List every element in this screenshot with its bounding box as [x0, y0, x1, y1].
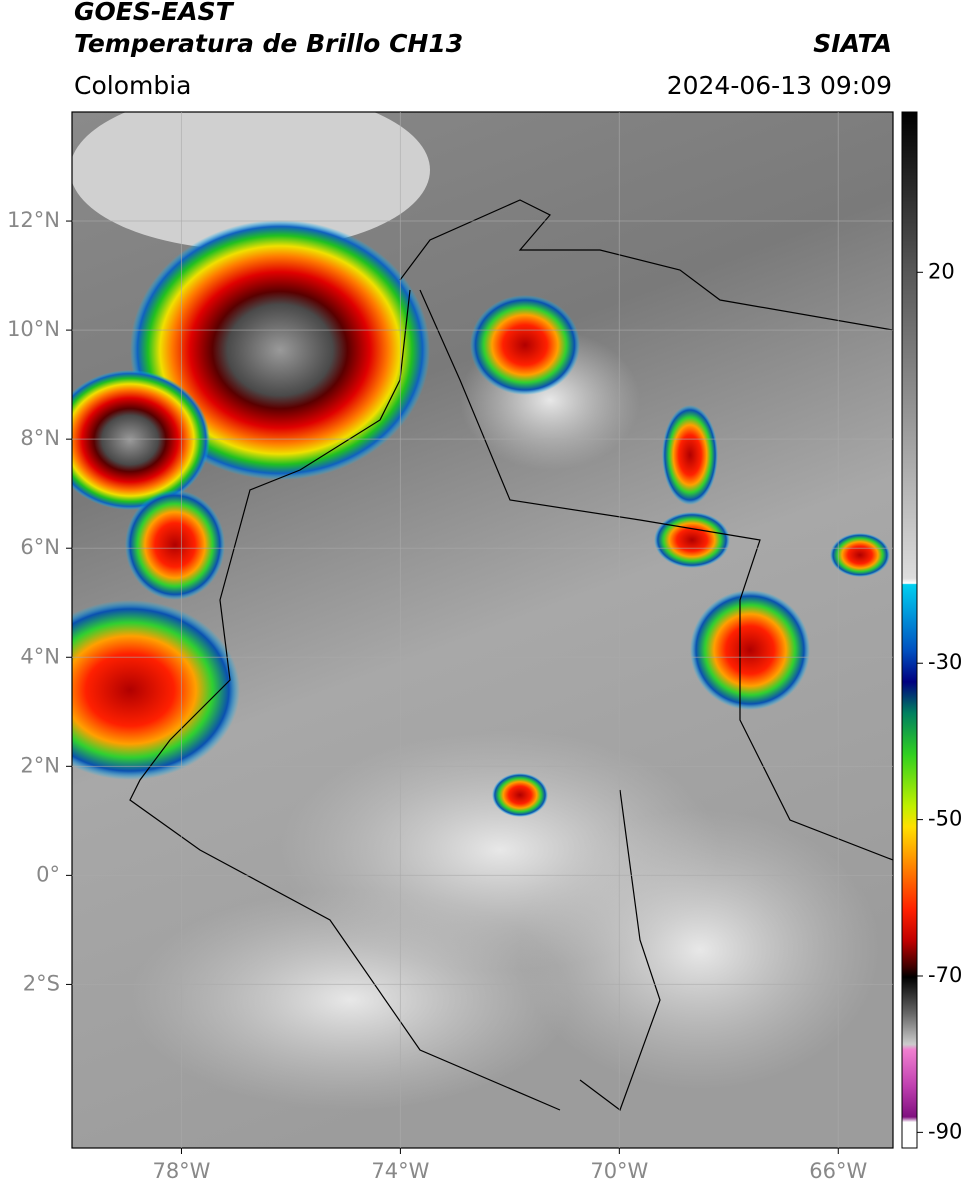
- y-tick-label: 10°N: [7, 317, 60, 341]
- colorbar-tick-label: 20: [928, 259, 955, 283]
- colorbar-tick-label: -70: [928, 963, 962, 987]
- satellite-image: [72, 112, 893, 1148]
- y-tick-label: 0°: [36, 862, 60, 886]
- colorbar: [901, 111, 918, 1149]
- grid: [72, 112, 893, 1148]
- y-tick-label: 8°N: [20, 426, 60, 450]
- title: GOES-EAST: [74, 0, 235, 26]
- x-tick-label: 74°W: [371, 1159, 429, 1183]
- subtitle: Temperatura de Brillo CH13: [74, 29, 463, 58]
- colorbar-tick-label: -50: [928, 807, 962, 831]
- colorbar-tick-label: -30: [928, 650, 962, 674]
- x-tick-label: 66°W: [809, 1159, 867, 1183]
- x-tick-label: 70°W: [590, 1159, 648, 1183]
- map-frame: [71, 111, 894, 1149]
- timestamp: 2024-06-13 09:09: [667, 71, 892, 100]
- colorbar-tick-label: -90: [928, 1119, 962, 1143]
- region: Colombia: [74, 71, 191, 100]
- x-tick-label: 78°W: [152, 1159, 210, 1183]
- y-tick-label: 4°N: [20, 644, 60, 668]
- source: SIATA: [813, 29, 892, 58]
- y-tick-label: 2°N: [20, 753, 60, 777]
- y-tick-label: 2°S: [23, 971, 60, 995]
- y-tick-label: 12°N: [7, 208, 60, 232]
- y-tick-label: 6°N: [20, 535, 60, 559]
